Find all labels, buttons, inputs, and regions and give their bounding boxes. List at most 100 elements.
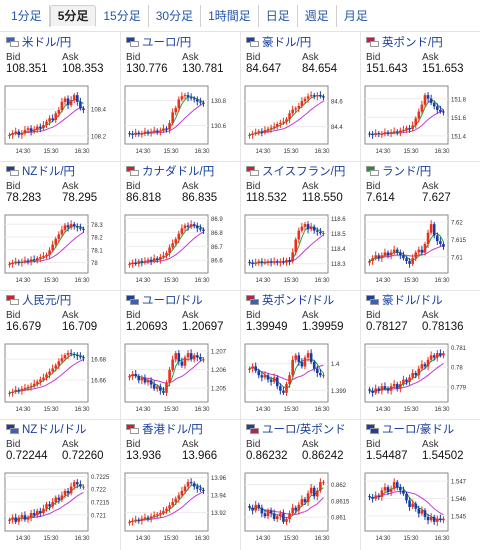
plot-frame	[364, 85, 449, 145]
candle-body	[257, 131, 261, 133]
timeframe-tab-7[interactable]: 月足	[343, 9, 368, 23]
bid-value: 84.647	[246, 63, 282, 75]
timeframe-tabbar: 1分足 5分足 15分足 30分足 1時間足 日足 週足 月足	[0, 0, 480, 32]
candle-body	[26, 128, 30, 130]
candle-body	[389, 252, 393, 256]
candle-body	[146, 131, 150, 133]
candle-body	[383, 252, 387, 256]
candle-body	[63, 355, 67, 359]
timeframe-tab-1[interactable]: 5分足	[49, 4, 97, 27]
pair-link[interactable]: ユーロ/豪ドル	[382, 424, 455, 436]
candle-body	[439, 353, 442, 356]
candle-body	[275, 124, 279, 127]
candle-body	[26, 386, 30, 388]
candle-body	[254, 366, 257, 371]
pair-link[interactable]: 英ポンド/ドル	[262, 295, 335, 307]
candle-body	[322, 233, 325, 235]
y-tick-label: 16.66	[91, 378, 107, 384]
timeframe-tab-4[interactable]: 1時間足	[201, 4, 259, 27]
candle-body	[42, 255, 45, 258]
candlestick-chart: 118.6 118.5 118.4 118.3 14:30 15:30 16:30	[244, 214, 346, 284]
candle-body	[383, 132, 387, 134]
candle-body	[374, 255, 377, 259]
candle-body	[248, 505, 251, 508]
x-tick-label: 16:30	[194, 278, 210, 284]
bid-value: 7.614	[366, 192, 395, 204]
pair-link[interactable]: スイスフラン/円	[262, 166, 346, 178]
candle-body	[309, 353, 313, 362]
candle-body	[319, 95, 322, 97]
tile-header: 英ポンド/円	[366, 34, 443, 50]
timeframe-tab-5[interactable]: 日足	[259, 4, 298, 27]
candle-body	[171, 359, 174, 370]
candle-body	[303, 357, 307, 367]
pair-link[interactable]: 米ドル/円	[22, 37, 72, 49]
x-tick-label: 16:30	[74, 278, 90, 284]
candle-body	[288, 113, 291, 120]
timeframe-tab-0[interactable]: 1分足	[4, 4, 50, 27]
pair-link[interactable]: ユーロ/円	[142, 37, 192, 49]
bid-label: Bid	[246, 181, 261, 192]
candle-body	[29, 128, 33, 132]
timeframe-tab-3[interactable]: 30分足	[149, 4, 202, 27]
timeframe-tab-6[interactable]: 週足	[298, 4, 337, 27]
gbp-jpy-flag-icon	[366, 37, 379, 47]
candle-body	[380, 386, 384, 391]
candle-body	[51, 244, 54, 251]
candle-body	[432, 516, 436, 522]
pair-link[interactable]: ユーロ/英ポンド	[262, 424, 346, 436]
candle-body	[14, 131, 17, 134]
candle-body	[408, 127, 411, 129]
pair-link[interactable]: カナダドル/円	[142, 166, 215, 178]
tile-header: スイスフラン/円	[246, 163, 345, 179]
chf-jpy-flag-icon	[246, 166, 259, 176]
candle-body	[386, 487, 390, 493]
candle-body	[395, 384, 399, 389]
candle-body	[192, 355, 196, 360]
y-tick-label: 108.2	[91, 134, 107, 140]
pair-link[interactable]: 豪ドル/ドル	[382, 295, 443, 307]
timeframe-tab-2[interactable]: 15分足	[96, 4, 149, 27]
pair-link[interactable]: 豪ドル/円	[262, 37, 312, 49]
nzd-jpy-flag-icon	[6, 166, 19, 176]
pair-link[interactable]: ランド/円	[382, 166, 432, 178]
x-tick-label: 14:30	[375, 278, 391, 284]
candle-body	[411, 125, 414, 129]
x-tick-label: 15:30	[163, 149, 179, 155]
bid-label: Bid	[366, 181, 381, 192]
ask-value: 0.86242	[302, 450, 344, 462]
candlestick-chart: 16.68 16.66 14:30 15:30 16:30	[4, 343, 107, 413]
candle-body	[140, 133, 144, 135]
candle-body	[143, 378, 147, 383]
candle-body	[279, 122, 282, 125]
candle-body	[183, 95, 187, 97]
ma-long-line	[249, 364, 324, 382]
candle-body	[11, 391, 14, 393]
ask-label: Ask	[62, 439, 79, 450]
candle-body	[199, 357, 202, 360]
pair-link[interactable]: NZドル/円	[22, 166, 76, 178]
grid-divider	[240, 32, 241, 550]
candle-body	[312, 95, 316, 97]
candle-body	[174, 353, 178, 360]
candle-body	[442, 111, 445, 113]
pair-link[interactable]: 英ポンド/円	[382, 37, 443, 49]
pair-link[interactable]: NZドル/ドル	[22, 424, 87, 436]
candle-body	[82, 486, 85, 488]
candle-body	[39, 379, 42, 382]
candle-body	[168, 369, 171, 383]
candle-body	[436, 235, 439, 242]
gbp-usd-flag-icon	[246, 295, 259, 305]
x-tick-label: 14:30	[255, 536, 271, 542]
candle-body	[196, 225, 199, 229]
candle-body	[436, 106, 439, 110]
pair-link[interactable]: 人民元/円	[22, 295, 72, 307]
candle-body	[174, 239, 178, 244]
candle-body	[54, 238, 58, 245]
pair-link[interactable]: ユーロ/ドル	[142, 295, 203, 307]
candle-body	[57, 110, 61, 114]
candle-body	[309, 226, 313, 230]
pair-link[interactable]: 香港ドル/円	[142, 424, 203, 436]
candle-body	[402, 490, 405, 494]
candle-body	[192, 483, 196, 487]
